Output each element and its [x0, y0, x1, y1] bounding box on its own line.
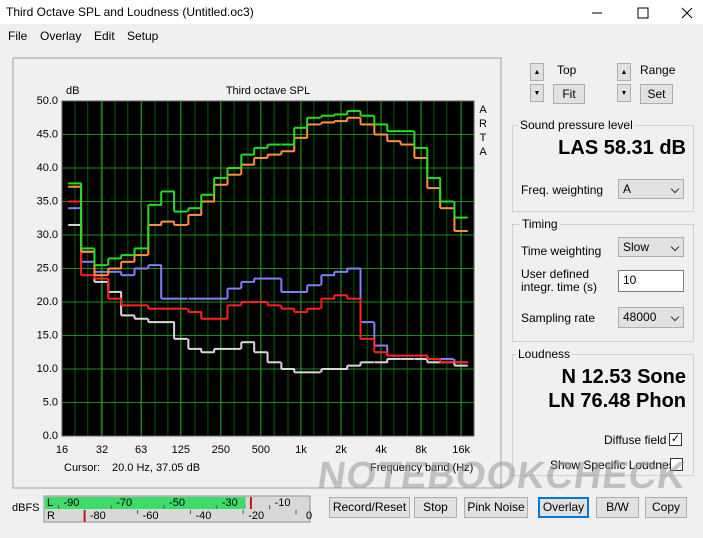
range-label: Range [640, 63, 676, 77]
x-tick-label: 8k [415, 444, 427, 456]
y-tick-label: 45.0 [37, 128, 58, 140]
loudness-ln: LN 76.48 Phon [548, 390, 686, 412]
x-tick-label: 500 [252, 444, 270, 456]
x-tick-label: 125 [172, 444, 190, 456]
meter-tick-label: -60 [143, 510, 159, 522]
specific-checkbox[interactable] [670, 458, 683, 471]
axes: 0.0 5.0 10.0 15.0 20.0 25.0 30.0 35.0 40.0 45.0 50… [37, 95, 475, 456]
sampling-rate-select[interactable]: 48000 [618, 307, 684, 328]
plot-frame [61, 100, 475, 437]
menu-item[interactable]: Edit [94, 29, 115, 43]
top-down[interactable]: ▼ [530, 84, 544, 102]
top-label: Top [557, 63, 577, 77]
menu-item[interactable]: Overlay [40, 29, 82, 43]
meter-tick-label: -50 [169, 497, 185, 509]
loudness-group [512, 354, 694, 476]
x-tick-label: 1k [295, 444, 307, 456]
time-weighting-select[interactable]: Slow [618, 237, 684, 257]
x-tick-label: 16k [452, 444, 470, 456]
set-button[interactable]: Set [640, 84, 673, 104]
meter-tick-label: -10 [275, 497, 291, 509]
button[interactable]: Overlay [538, 497, 589, 518]
meter-tick-label: -70 [116, 497, 132, 509]
cursor-label: Cursor: [64, 462, 100, 474]
y-tick-label: 25.0 [37, 262, 58, 274]
loudness-n: N 12.53 Sone [561, 366, 686, 388]
range-up[interactable]: ▲ [617, 63, 631, 81]
y-tick-label: 50.0 [37, 95, 58, 107]
y-tick-label: 35.0 [37, 195, 58, 207]
range-down[interactable]: ▼ [617, 84, 631, 102]
spl-reading: LAS 58.31 dB [558, 137, 686, 159]
group-title: Loudness [516, 347, 573, 361]
button[interactable]: B/W [596, 497, 639, 518]
meter-tick-label: -40 [195, 510, 211, 522]
label: Diffuse field [604, 433, 667, 447]
x-axis-label: Frequency band (Hz) [370, 462, 473, 474]
meter-right-channel: R [47, 510, 55, 522]
meter-scale: -90 -70 -50 -30 -10 -80 -60 -40 -20 0 [45, 497, 312, 522]
label: Time weighting [521, 244, 602, 258]
button[interactable]: Pink Noise [464, 497, 528, 518]
meter-tick-label: 0 [306, 510, 312, 522]
y-unit: dB [66, 85, 79, 97]
diffuse-checkbox[interactable]: ✓ [669, 433, 682, 446]
x-tick-label: 2k [335, 444, 347, 456]
y-tick-label: 30.0 [37, 229, 58, 241]
meter-left-channel: L [47, 497, 53, 509]
x-tick-label: 16 [56, 444, 68, 456]
close-icon[interactable] [681, 7, 693, 19]
meter-unit: dBFS [12, 502, 40, 514]
label: Show Specific Loudness [550, 458, 681, 472]
y-tick-label: 20.0 [37, 296, 58, 308]
meter-tick-label: -20 [248, 510, 264, 522]
label: User defined [521, 267, 590, 281]
arta-label: ARTA [477, 104, 489, 160]
top-up[interactable]: ▲ [530, 63, 544, 81]
chart-title: Third octave SPL [226, 85, 310, 97]
fit-button[interactable]: Fit [553, 84, 585, 104]
button[interactable]: Record/Reset [329, 497, 410, 518]
meter-tick-label: -90 [63, 497, 79, 509]
group-title: Timing [520, 217, 560, 231]
integration-input[interactable]: 10 [618, 270, 684, 292]
y-tick-label: 40.0 [37, 162, 58, 174]
y-tick-label: 0.0 [43, 430, 58, 442]
label: integr. time (s) [521, 280, 598, 294]
maximize-icon[interactable] [637, 7, 649, 19]
meter-level [45, 497, 246, 509]
window-title: Third Octave SPL and Loudness (Untitled.… [6, 5, 254, 19]
y-tick-label: 5.0 [43, 396, 58, 408]
y-tick-label: 10.0 [37, 363, 58, 375]
button[interactable]: Stop [414, 497, 457, 518]
x-tick-label: 4k [375, 444, 387, 456]
label: Sampling rate [521, 311, 596, 325]
window-controls [592, 7, 693, 19]
button[interactable]: Copy [645, 497, 687, 518]
meter-tick-label: -80 [90, 510, 106, 522]
cursor-value: 20.0 Hz, 37.05 dB [112, 462, 200, 474]
series [68, 110, 468, 374]
x-tick-label: 63 [135, 444, 147, 456]
y-tick-label: 15.0 [37, 329, 58, 341]
menu-item[interactable]: File [8, 29, 28, 43]
meter-tick-label: -30 [222, 497, 238, 509]
weighting-select[interactable]: A [618, 179, 684, 199]
x-tick-label: 250 [212, 444, 230, 456]
group-title: Sound pressure level [518, 118, 635, 132]
label: Freq. weighting [521, 183, 604, 197]
menu-item[interactable]: Setup [127, 29, 159, 43]
x-tick-label: 32 [96, 444, 108, 456]
